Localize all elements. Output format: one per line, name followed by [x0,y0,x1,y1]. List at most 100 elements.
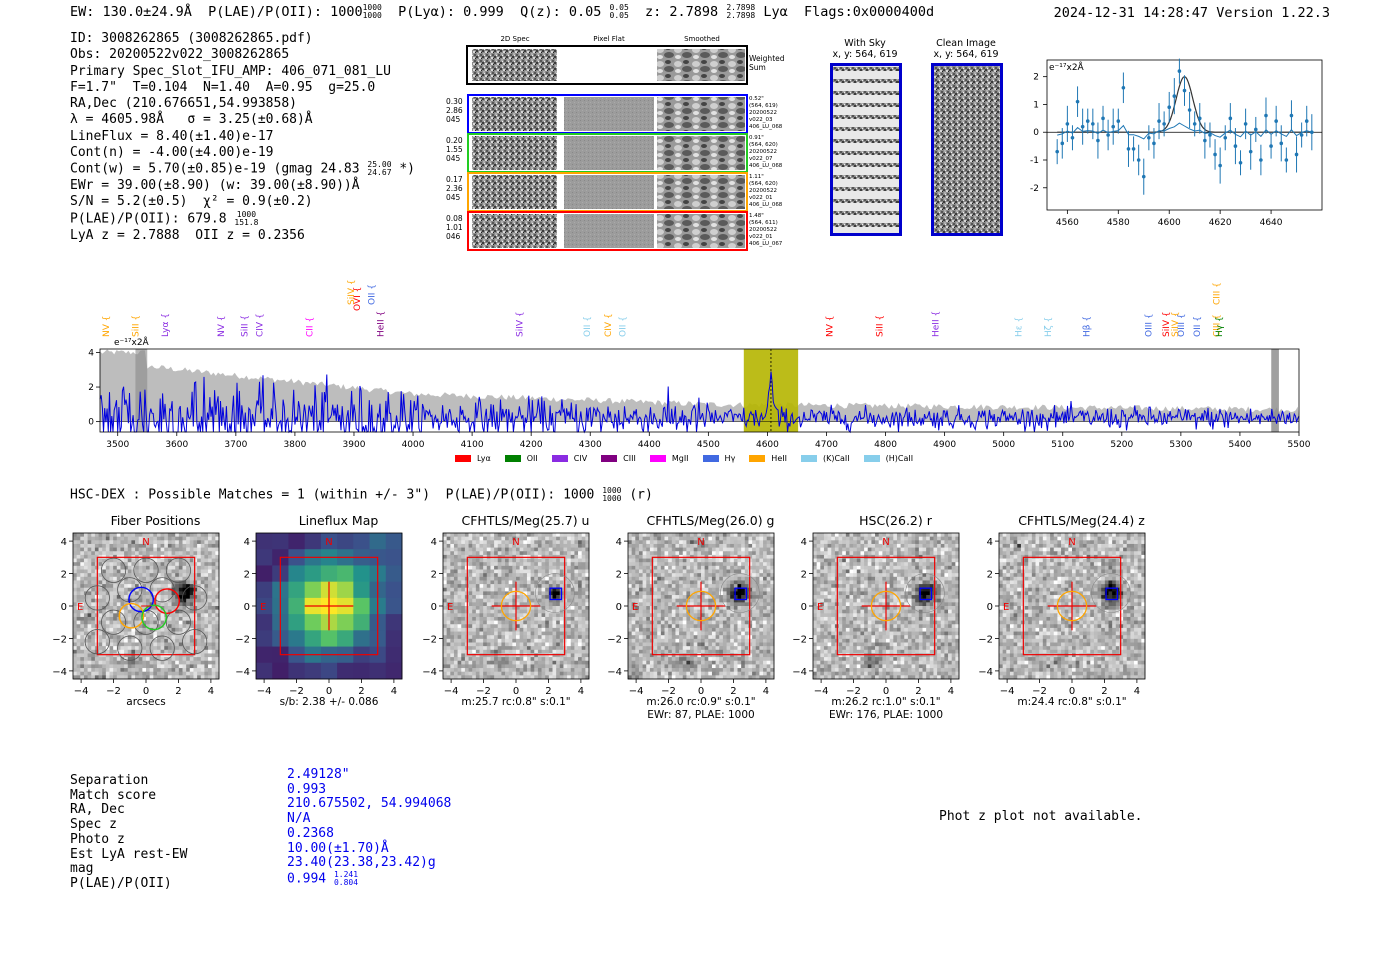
cutout-pixel [574,573,579,578]
cutout-pixel [149,573,154,578]
cutout-pixel [102,671,107,676]
cutout-pixel [153,613,158,618]
zoom-data-point [1274,119,1278,123]
cutout-pixel [164,675,169,680]
cutout-pixel [516,576,521,581]
zoom-data-point [1248,149,1253,154]
cutout-pixel [486,587,491,592]
cutout-pixel [494,627,499,632]
cutout-pixel [200,638,205,643]
cutout-pixel [711,573,716,578]
zoom-data-point [1197,116,1202,121]
cutout-pixel [686,609,691,614]
cutout-pixel [461,635,466,640]
cutout-pixel [516,668,521,673]
cutout-pixel [215,580,220,585]
cutout-pixel [679,627,684,632]
cutout-pixel [127,540,132,545]
cutout-pixel [494,569,499,574]
cutout-pixel [556,668,561,673]
cutout-pixel [146,616,151,621]
fiber-circle [84,629,110,655]
cutout-pixel [519,624,524,629]
cutout-pixel [519,573,524,578]
cutout-pixel [537,649,542,654]
cutout-pixel [80,602,85,607]
cutout-pixel [116,576,121,581]
cutout-pixel [741,595,746,600]
cutout-pixel [635,551,640,556]
cutout-pixel [457,540,462,545]
cutout-pixel [113,591,118,596]
cutout-pixel [94,668,99,673]
cutout-pixel [182,562,187,567]
cutout-pixel [83,562,88,567]
cutout-pixel [497,602,502,607]
info-lambda: λ = 4605.98Å σ = 3.25(±0.68)Å [70,112,313,128]
cutout-pixel [657,547,662,552]
cutout-pixel [475,664,480,669]
cutout-pixel [211,547,216,552]
cutout-pixel [744,573,749,578]
cutout-pixel [479,569,484,574]
cutout-pixel [567,562,572,567]
cutout-pixel [186,565,191,570]
cutout-pixel [124,598,129,603]
cutout-pixel [142,584,147,589]
cutout-pixel [682,598,687,603]
cutout-pixel [453,584,458,589]
cutout-pixel [763,631,768,636]
cutout-pixel [763,609,768,614]
cutout-pixel [153,631,158,636]
zoom-data-point [1162,122,1166,126]
cutout-pixel [744,569,749,574]
cutout-pixel [690,598,695,603]
cutout-pixel [211,631,216,636]
cutout-pixel [657,602,662,607]
cutout-pixel [204,620,209,625]
cutout-pixel [80,631,85,636]
cutout-pixel [494,657,499,662]
cutout-pixel [671,620,676,625]
cutout-pixel [545,606,550,611]
cutout-pixel [446,540,451,545]
cutout-pixel [733,606,738,611]
zoom-data-point [1299,133,1304,137]
cutout-pixel [91,609,96,614]
cutout-pixel [105,562,110,567]
cutout-pixel [204,624,209,629]
cutout-pixel [530,609,535,614]
cutout-pixel [167,584,172,589]
header-summary: EW: 130.0±24.9Å P(LAE)/P(OII): 1000 1000 1… [70,3,935,21]
cutout-pixel [726,540,731,545]
cutout-pixel [167,536,172,541]
cutout-pixel [541,573,546,578]
cutout-pixel [766,543,771,548]
cutout-pixel [657,551,662,556]
cutout-xtick-label: −2 [476,686,491,697]
cutout-pixel [704,576,709,581]
cutout-pixel [160,631,165,636]
cutout-pixel [171,587,176,592]
cutout-pixel [124,664,129,669]
cutout-pixel [182,671,187,676]
cutout-pixel [708,598,713,603]
cutout-pixel [486,664,491,669]
cutout-pixel [552,547,557,552]
cutout-pixel [668,635,673,640]
cutout-pixel [512,573,517,578]
legend-item: CIII [601,454,636,463]
cutout-pixel [73,616,78,621]
cutout-pixel [770,631,775,636]
cutout-pixel [178,606,183,611]
cutout-pixel [748,635,753,640]
cutout-pixel [109,540,114,545]
cutout-pixel [211,620,216,625]
cutout-pixel [490,616,495,621]
zoom-data-point [1284,158,1289,162]
cutout-pixel [567,540,572,545]
cutout-pixel [722,595,727,600]
cutout-pixel [483,616,488,621]
cutout-pixel [552,627,557,632]
info-id: ID: 3008262865 (3008262865.pdf) [70,31,313,46]
